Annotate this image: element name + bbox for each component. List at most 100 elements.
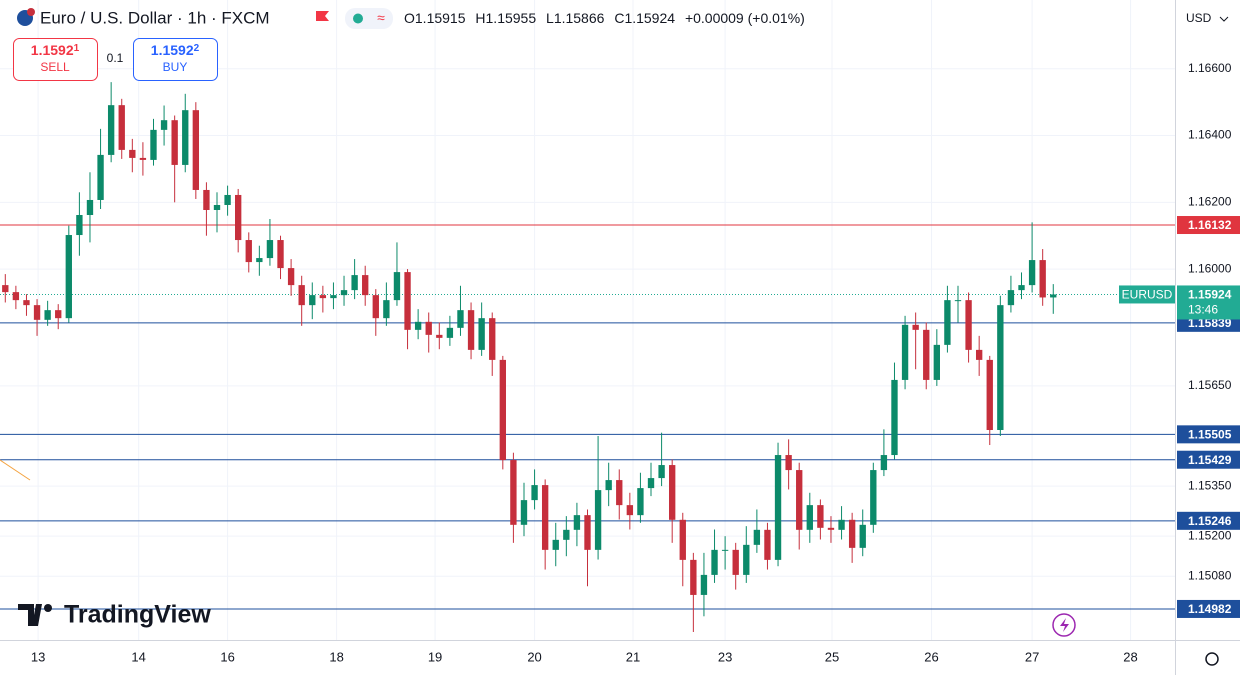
candles [2, 82, 1057, 632]
candle-body [213, 204, 221, 210]
candle-body [330, 295, 337, 299]
candle-body [404, 272, 411, 330]
candle-body [97, 154, 104, 200]
candle-body [150, 129, 157, 160]
candle-body [256, 258, 263, 263]
axis-price-labels: 1.16132 1.15839 1.15505 1.15429 1.15246 1.149… [1119, 216, 1240, 618]
candle-body [55, 310, 62, 319]
candle-body [129, 149, 136, 158]
candle-body [23, 300, 30, 306]
candle-body [616, 480, 623, 506]
candle-body [44, 310, 51, 320]
candle-body [669, 465, 676, 520]
candle-body [309, 295, 316, 306]
ohlc-label: C [614, 10, 624, 26]
status-icon: ≈ [377, 10, 385, 26]
level-label: 1.15505 [1188, 428, 1232, 442]
alert-bolt [1060, 618, 1069, 632]
y-tick-label: 1.15650 [1188, 378, 1232, 392]
candle-body [224, 194, 231, 205]
level-label-box [1177, 425, 1240, 444]
currency-dropdown[interactable] [1219, 16, 1229, 22]
candle-body [107, 105, 115, 155]
candle-body [944, 300, 951, 345]
candle-body [848, 519, 856, 548]
ohlc-value: 1.15955 [486, 10, 537, 26]
candle-body [436, 334, 443, 338]
candle-body [563, 529, 570, 540]
candle-body [393, 272, 401, 301]
candle-body [76, 215, 83, 236]
x-tick-label: 23 [718, 649, 732, 664]
ohlc-line: O1.15915 H1.15955 L1.15866 C1.15924 +0.0… [404, 10, 805, 26]
candle-body [923, 329, 930, 380]
y-tick-label: 1.16400 [1188, 128, 1232, 142]
level-label: 1.14982 [1188, 602, 1232, 616]
candle-body [541, 485, 549, 550]
countdown: 13:46 [1188, 303, 1218, 317]
sell-price-main: 1.1592 [31, 42, 74, 58]
buy-price-pip: 2 [194, 43, 200, 54]
buy-price-main: 1.1592 [151, 42, 194, 58]
level-label: 1.15429 [1188, 453, 1232, 467]
logo-text: TradingView [64, 601, 211, 629]
level-label-box [1177, 511, 1240, 530]
candle-body [372, 295, 379, 319]
candle-body [362, 275, 369, 296]
candle-body [774, 455, 782, 560]
sell-button[interactable] [13, 38, 98, 81]
candle-body [584, 515, 591, 550]
candle-body [817, 505, 824, 528]
last-price-label: 1.15924 [1188, 288, 1232, 302]
candle-body [764, 529, 771, 560]
candle-body [700, 574, 708, 595]
flag-button[interactable] [316, 11, 329, 21]
x-tick-label: 13 [31, 649, 45, 664]
candle-body [827, 527, 835, 530]
candle-body [414, 321, 422, 330]
candle-body [721, 549, 729, 551]
indicator-pill[interactable] [345, 8, 393, 29]
x-tick-label: 21 [626, 649, 640, 664]
sell-label: SELL [40, 60, 70, 74]
candle-body [997, 305, 1004, 431]
buy-label: BUY [163, 60, 188, 74]
candle-body [86, 199, 94, 216]
x-tick-label: 27 [1025, 649, 1039, 664]
candle-body [986, 359, 993, 431]
candle-body [499, 359, 506, 461]
candle-body [457, 310, 464, 328]
x-tick-label: 16 [220, 649, 234, 664]
x-tick-label: 20 [527, 649, 541, 664]
x-tick-label: 26 [924, 649, 938, 664]
ohlc-value: 1.15924 [624, 10, 675, 26]
level-label: 1.15839 [1188, 316, 1232, 330]
candle-body [965, 300, 972, 350]
y-tick-label: 1.16000 [1188, 261, 1232, 275]
candle-body [1018, 285, 1025, 291]
logo-mark [18, 604, 42, 626]
candle-body [319, 295, 327, 299]
candle-body [785, 455, 792, 471]
symbol-icon-flag [27, 8, 35, 16]
candle-body [637, 488, 644, 516]
candle-body [552, 539, 559, 550]
candle-body [658, 465, 665, 479]
candle-body [520, 500, 528, 525]
buy-button[interactable] [133, 38, 218, 81]
candle-body [277, 240, 284, 269]
candle-body [2, 285, 9, 293]
y-tick-label: 1.15350 [1188, 478, 1232, 492]
settings-icon[interactable] [1205, 652, 1219, 666]
candle-body [65, 235, 72, 319]
ohlc-label: O [404, 10, 415, 26]
candle-body [605, 480, 612, 491]
ohlc-label: L [546, 10, 554, 26]
candle-body [287, 268, 295, 286]
candle-body [510, 460, 517, 525]
x-tick-label: 18 [329, 649, 343, 664]
candle-body [743, 544, 750, 575]
candle-body [838, 519, 845, 530]
currency-box [1176, 0, 1240, 38]
